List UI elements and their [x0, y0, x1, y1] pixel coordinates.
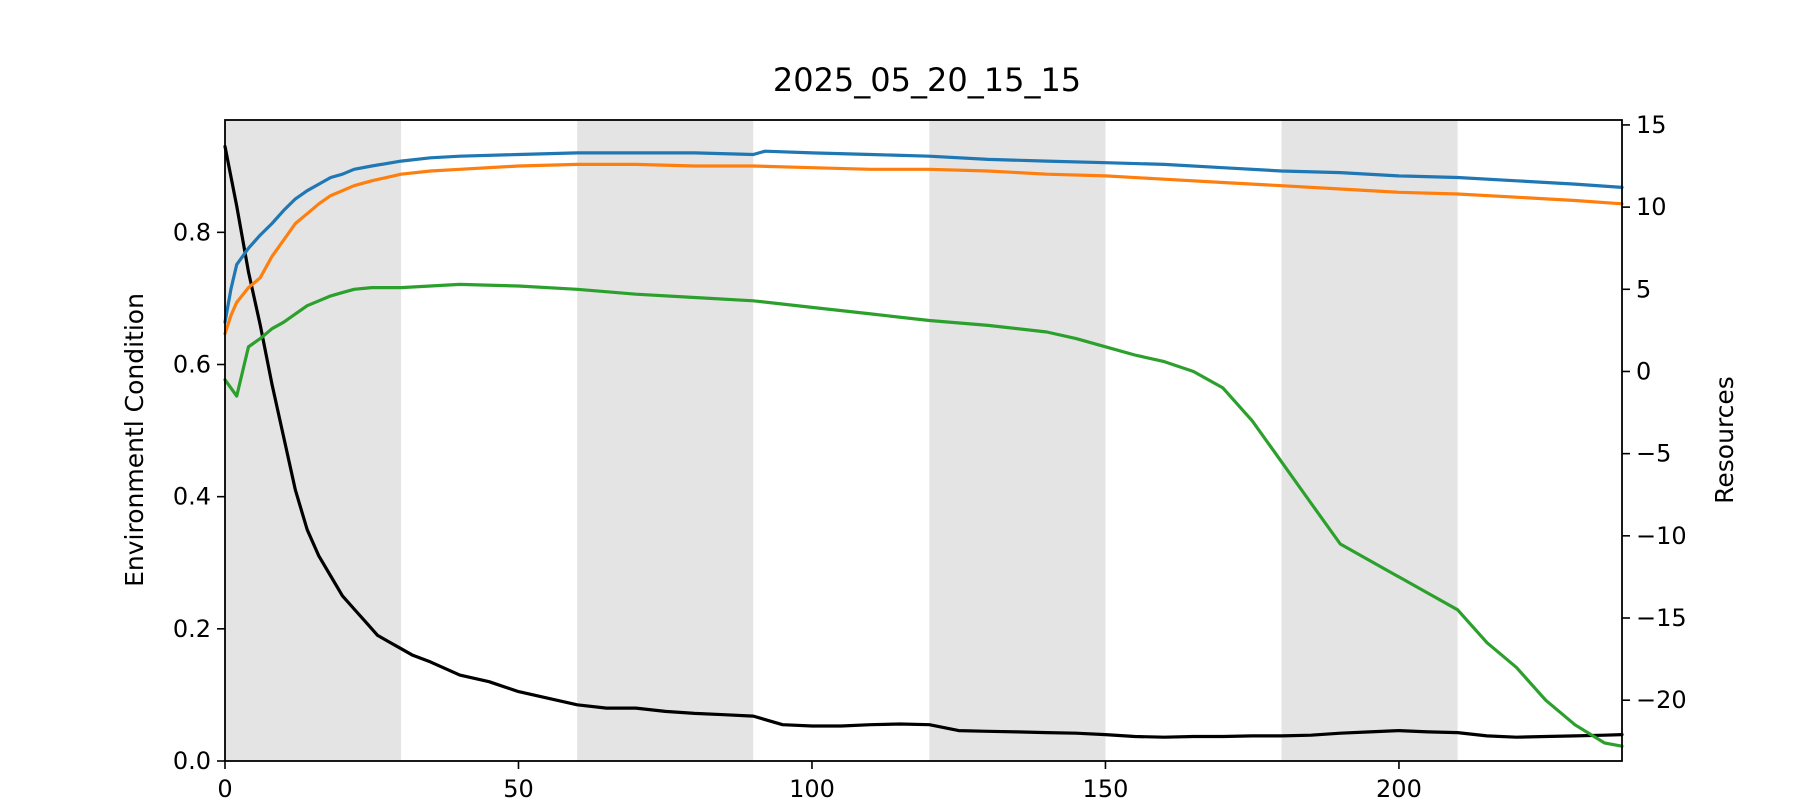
y-right-tick-label: −15	[1636, 604, 1687, 632]
x-tick-label: 100	[789, 775, 835, 800]
y-left-tick-label: 0.4	[173, 483, 211, 511]
shaded-band-3	[1281, 120, 1458, 761]
chart-title: 2025_05_20_15_15	[773, 61, 1081, 99]
y-left-tick-label: 0.6	[173, 351, 211, 379]
x-tick-label: 200	[1376, 775, 1422, 800]
y-right-tick-label: 10	[1636, 193, 1667, 221]
plot-frame	[224, 119, 1623, 762]
y-left-axis-title: Environmentl Condition	[120, 293, 149, 587]
y-right-tick-label: 5	[1636, 275, 1651, 303]
y-left-tick-label: 0.0	[173, 747, 211, 775]
y-right-tick-label: −10	[1636, 522, 1687, 550]
shaded-band-0	[225, 120, 402, 761]
x-tick-label: 50	[503, 775, 534, 800]
y-right-tick-label: −20	[1636, 686, 1687, 714]
y-right-tick-label: 15	[1636, 111, 1667, 139]
y-right-tick-label: 0	[1636, 357, 1651, 385]
series-line-3	[223, 282, 1624, 748]
y-right-axis-title: Resources	[1710, 376, 1739, 504]
y-left-tick-label: 0.8	[173, 218, 211, 246]
x-tick-label: 0	[217, 775, 232, 800]
shaded-band-2	[929, 120, 1106, 761]
series-line-1	[223, 149, 1624, 324]
y-left-tick-label: 0.2	[173, 615, 211, 643]
x-axis-ticks: 0 50 100 150 200	[217, 761, 1422, 800]
x-tick-label: 150	[1083, 775, 1129, 800]
y-left-axis-ticks: 0.0 0.2 0.4 0.6 0.8	[173, 218, 225, 775]
shaded-band-1	[577, 120, 754, 761]
shaded-bands	[225, 120, 1458, 761]
y-right-axis-ticks: −20 −15 −10 −5 0 5 10 15	[1622, 111, 1687, 714]
y-right-tick-label: −5	[1636, 440, 1671, 468]
series-lines	[223, 144, 1624, 748]
series-line-0	[223, 144, 1624, 739]
series-line-2	[223, 162, 1624, 336]
